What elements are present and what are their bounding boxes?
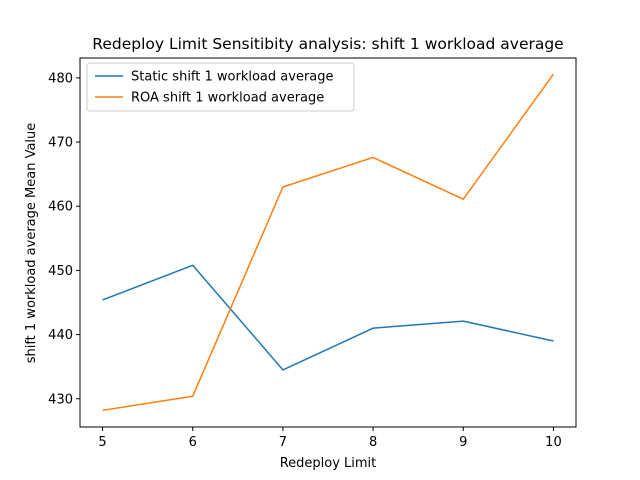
x-tick-label: 7 bbox=[279, 435, 287, 450]
legend-label-0: Static shift 1 workload average bbox=[131, 70, 334, 85]
chart-title: Redeploy Limit Sensitibity analysis: shi… bbox=[92, 35, 563, 53]
y-tick-label: 460 bbox=[48, 200, 73, 215]
x-axis-label: Redeploy Limit bbox=[280, 456, 377, 471]
series-layer bbox=[102, 73, 555, 412]
x-axis: 5 6 7 8 9 10 bbox=[98, 427, 562, 450]
plot-background bbox=[80, 58, 576, 427]
plot-area bbox=[79, 57, 577, 428]
y-tick-label: 430 bbox=[48, 392, 73, 407]
y-tick-label: 480 bbox=[48, 71, 73, 86]
legend: Static shift 1 workload average ROA shift… bbox=[86, 62, 355, 112]
y-tick-label: 440 bbox=[48, 328, 73, 343]
plot-frame bbox=[79, 57, 577, 428]
y-axis-label: shift 1 workload average Mean Value bbox=[24, 123, 39, 364]
y-axis: 430 440 450 460 470 480 bbox=[48, 71, 80, 407]
x-tick-label: 5 bbox=[98, 435, 106, 450]
x-tick-label: 9 bbox=[459, 435, 467, 450]
series-line-1 bbox=[102, 73, 555, 412]
series-line-0 bbox=[102, 264, 554, 371]
y-tick-label: 450 bbox=[48, 264, 73, 279]
legend-label-1: ROA shift 1 workload average bbox=[131, 91, 324, 106]
x-tick-label: 6 bbox=[189, 435, 197, 450]
x-tick-label: 10 bbox=[545, 435, 562, 450]
x-tick-label: 8 bbox=[369, 435, 377, 450]
y-tick-label: 470 bbox=[48, 136, 73, 151]
legend-box bbox=[86, 62, 355, 112]
